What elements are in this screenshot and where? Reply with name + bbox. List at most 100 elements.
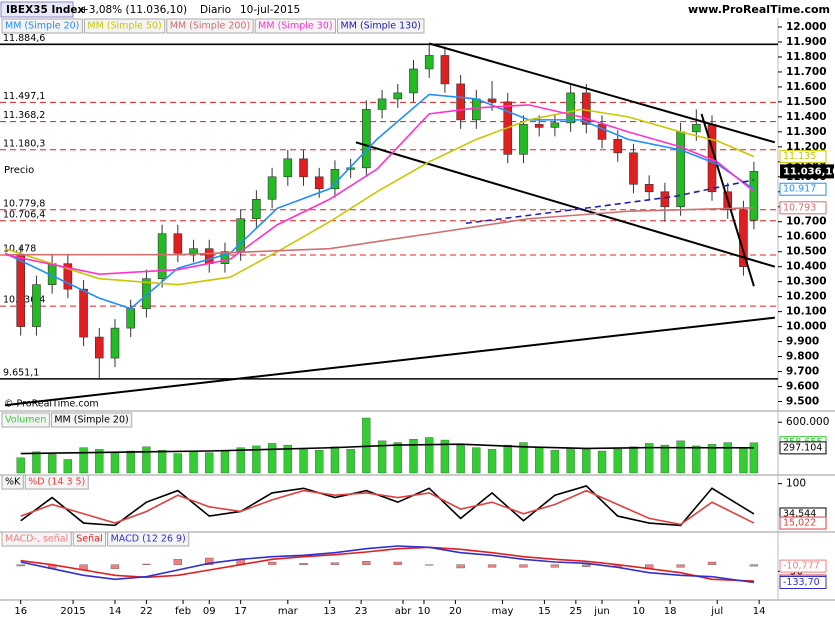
x-tick-label: 23 (355, 606, 368, 617)
bar (252, 445, 261, 474)
legend-box (1, 531, 72, 547)
y-tick-label: 11.300 (786, 126, 827, 138)
candle-body (456, 83, 465, 121)
x-tick-label: jun (593, 606, 609, 617)
trendline (428, 42, 776, 144)
period: Diario (200, 4, 231, 16)
x-tick-label: 16 (14, 606, 27, 617)
candle-body (534, 124, 544, 128)
y-tick-label: 11.400 (786, 111, 827, 123)
value-label-box (779, 559, 827, 573)
legend-entry: MM (Simple 20) (54, 415, 128, 426)
candle-body (189, 248, 198, 254)
bar (582, 448, 591, 474)
bar (425, 564, 434, 566)
bar (236, 447, 245, 474)
bar (550, 450, 560, 474)
candle-body (644, 183, 654, 193)
bar (645, 443, 654, 474)
bar (16, 564, 25, 567)
series-line (4, 93, 755, 310)
trendline (700, 113, 755, 287)
y-tick-label: 11.500 (786, 96, 827, 108)
bar (676, 564, 685, 568)
x-tick-label: mar (278, 606, 299, 617)
value-label-box (779, 201, 827, 215)
bar (503, 444, 512, 474)
candle-body (749, 171, 759, 221)
legend-entry: %K (5, 477, 21, 488)
bar (173, 453, 182, 474)
candle-body (519, 124, 528, 155)
bar (79, 447, 88, 474)
y-tick-label: 9.900 (786, 336, 819, 348)
instrument-box (0, 1, 74, 18)
candle-body (582, 92, 591, 125)
legend-box (83, 18, 166, 34)
bar (535, 446, 544, 474)
bar (299, 448, 308, 474)
legend-box (1, 18, 83, 34)
bar (47, 454, 57, 474)
bar (393, 442, 402, 474)
x-tick-label: 17 (234, 606, 247, 617)
legend-entry: %D (14 3 5) (28, 477, 85, 488)
bar (393, 561, 402, 565)
bar (629, 446, 638, 474)
value-label-box (779, 575, 827, 589)
bar (205, 557, 214, 565)
y-tick-label: 9.500 (786, 396, 819, 408)
bar (157, 450, 167, 474)
bar (723, 442, 732, 474)
bar (487, 449, 497, 474)
candle-body (126, 308, 135, 329)
y-tick-label: 9.800 (786, 351, 819, 363)
candle-body (692, 124, 701, 133)
candle-body (79, 288, 88, 338)
candle-body (252, 198, 261, 220)
bar (749, 442, 759, 474)
bar (749, 564, 759, 567)
candle-body (472, 98, 481, 121)
legend-box (107, 531, 190, 547)
y-tick-label: 11.600 (786, 81, 827, 93)
bar (613, 449, 622, 474)
bar (707, 444, 717, 474)
legend-entry: MM (Simple 20) (5, 21, 79, 32)
y-tick-label: 10.600 (786, 231, 827, 243)
candle-body (204, 248, 214, 264)
candle-body (16, 254, 26, 327)
y-tick-label: 9.600 (786, 381, 819, 393)
y-tick-label: 11.200 (786, 141, 827, 153)
bar (519, 442, 528, 474)
bar (283, 444, 292, 474)
legend-box (1, 412, 50, 428)
bar (267, 443, 277, 474)
y-tick-label: 11.700 (786, 66, 827, 78)
candle-body (142, 278, 151, 309)
bar (315, 450, 324, 474)
legend-box (50, 412, 133, 428)
y-tick-label: 11.800 (786, 51, 827, 63)
candle-body (267, 176, 277, 200)
y-tick-label: 10.400 (786, 261, 827, 273)
x-tick-label: 14 (109, 606, 122, 617)
legend-entry: MM (Simple 130) (341, 21, 421, 32)
candle-body (94, 336, 104, 359)
bar (110, 564, 120, 569)
candle-body (566, 92, 575, 124)
y-tick-label: 10.500 (786, 246, 827, 258)
series-line (4, 104, 755, 275)
value-label: -10,777 (783, 561, 820, 572)
candle-body (550, 122, 560, 128)
legend-entry: MM (Simple 30) (258, 21, 332, 32)
bar (456, 444, 465, 474)
copyright: © ProRealTime.com (4, 399, 99, 410)
bar (519, 564, 528, 568)
bar (189, 451, 198, 474)
legend-entry: MM (Simple 50) (87, 21, 161, 32)
y-tick-label: 10.000 (786, 321, 827, 333)
value-label-box (779, 516, 827, 530)
